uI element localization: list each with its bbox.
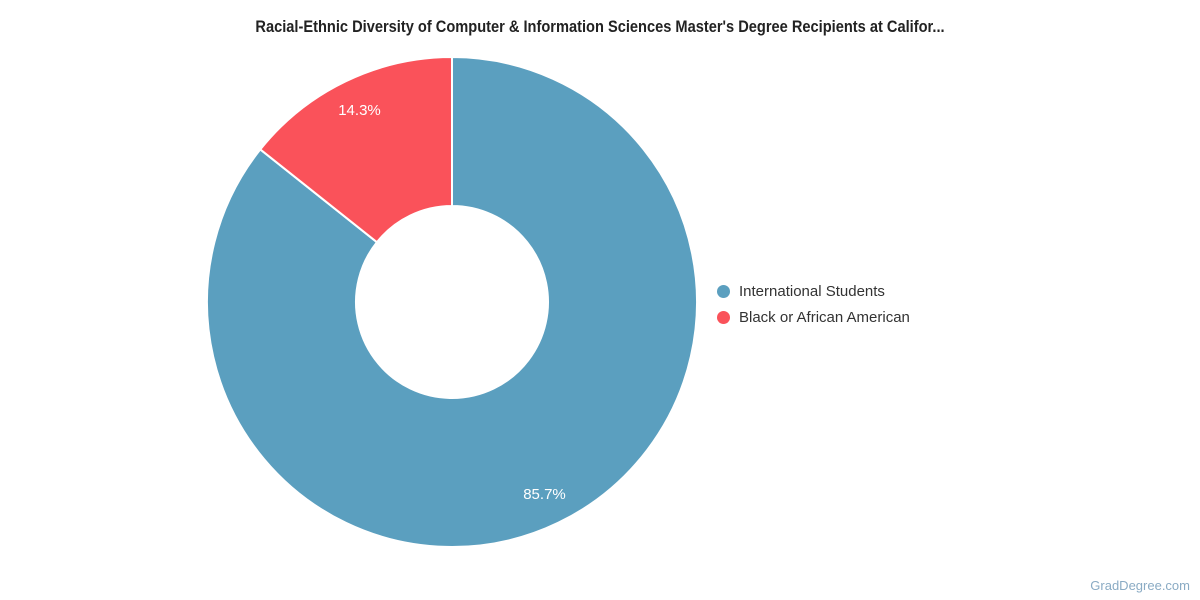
watermark-link[interactable]: GradDegree.com bbox=[1090, 578, 1190, 593]
legend-marker-international-students bbox=[717, 284, 730, 298]
pie-data-label-0: 85.7% bbox=[523, 486, 566, 503]
legend-label: International Students bbox=[739, 282, 885, 300]
chart-title: Racial-Ethnic Diversity of Computer & In… bbox=[255, 17, 945, 36]
legend-label: Black or African American bbox=[739, 308, 910, 326]
legend-item-black-or-african-american[interactable]: Black or African American bbox=[717, 304, 910, 330]
legend: International Students Black or African … bbox=[717, 278, 910, 330]
legend-item-international-students[interactable]: International Students bbox=[717, 278, 910, 304]
pie-data-label-1: 14.3% bbox=[338, 102, 381, 119]
pie-slice-0[interactable] bbox=[206, 56, 698, 548]
legend-marker-black-or-african-american bbox=[717, 310, 730, 324]
pie-slice-1[interactable] bbox=[259, 56, 453, 244]
